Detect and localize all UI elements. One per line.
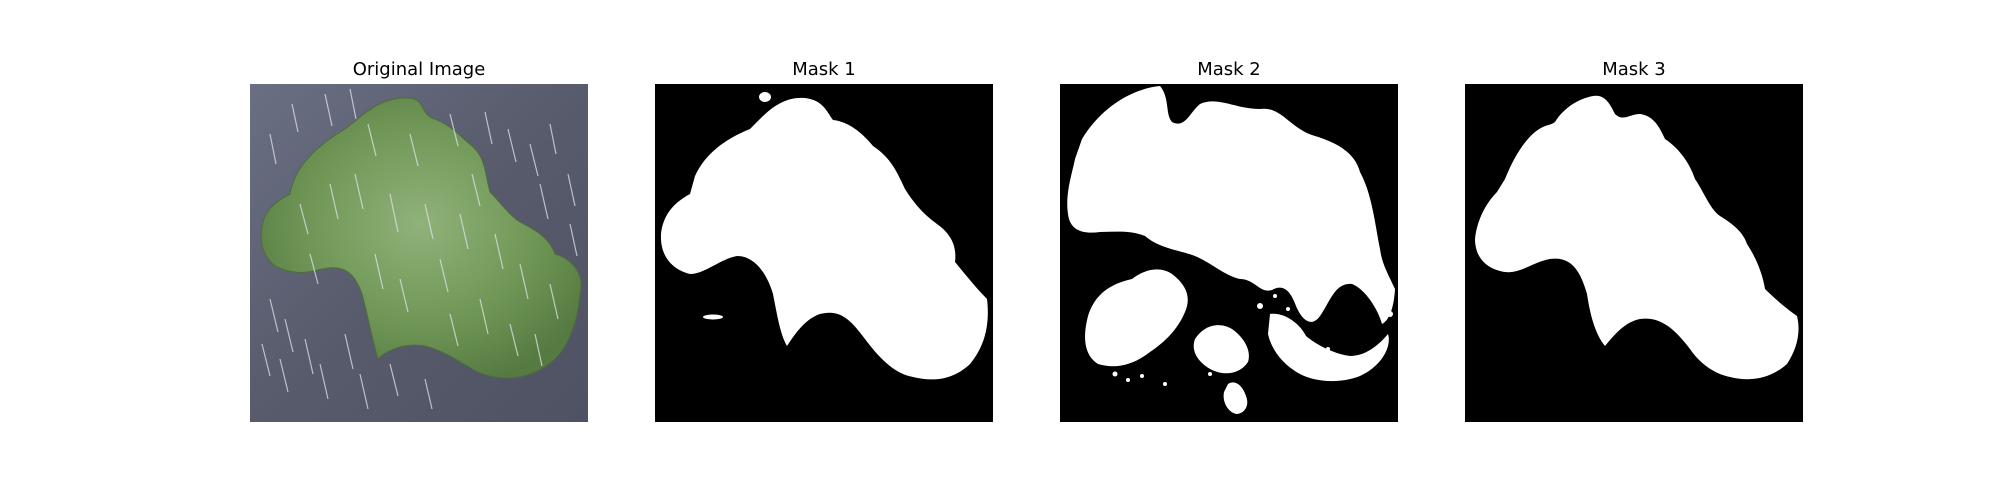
rain-streaks [261, 88, 578, 410]
panel-title-original-image: Original Image [352, 59, 486, 80]
mask-1-speck [759, 92, 771, 102]
panel-title-mask-1: Mask 1 [792, 59, 856, 80]
mask-2-lower-mid-blob [1193, 325, 1249, 374]
mask-2-image [1060, 84, 1398, 422]
mask-2-lower-left-blob [1085, 269, 1188, 367]
mask-2-lower-right-blob [1268, 313, 1389, 382]
mask-1-image [655, 84, 993, 422]
mask-2-specks [1112, 121, 1393, 386]
panel-title-mask-3: Mask 3 [1602, 59, 1666, 80]
mask-3-image [1465, 84, 1803, 422]
mask-1-speck [703, 314, 723, 320]
mask-2-bottom-blob [1223, 382, 1248, 414]
mask-3-foreground [1475, 95, 1799, 380]
original-leaf-image [250, 84, 588, 422]
mask-2-main-blob [1067, 86, 1395, 324]
mask-1-foreground [660, 97, 988, 380]
leaf-shape [260, 97, 582, 379]
panel-title-mask-2: Mask 2 [1197, 59, 1261, 80]
